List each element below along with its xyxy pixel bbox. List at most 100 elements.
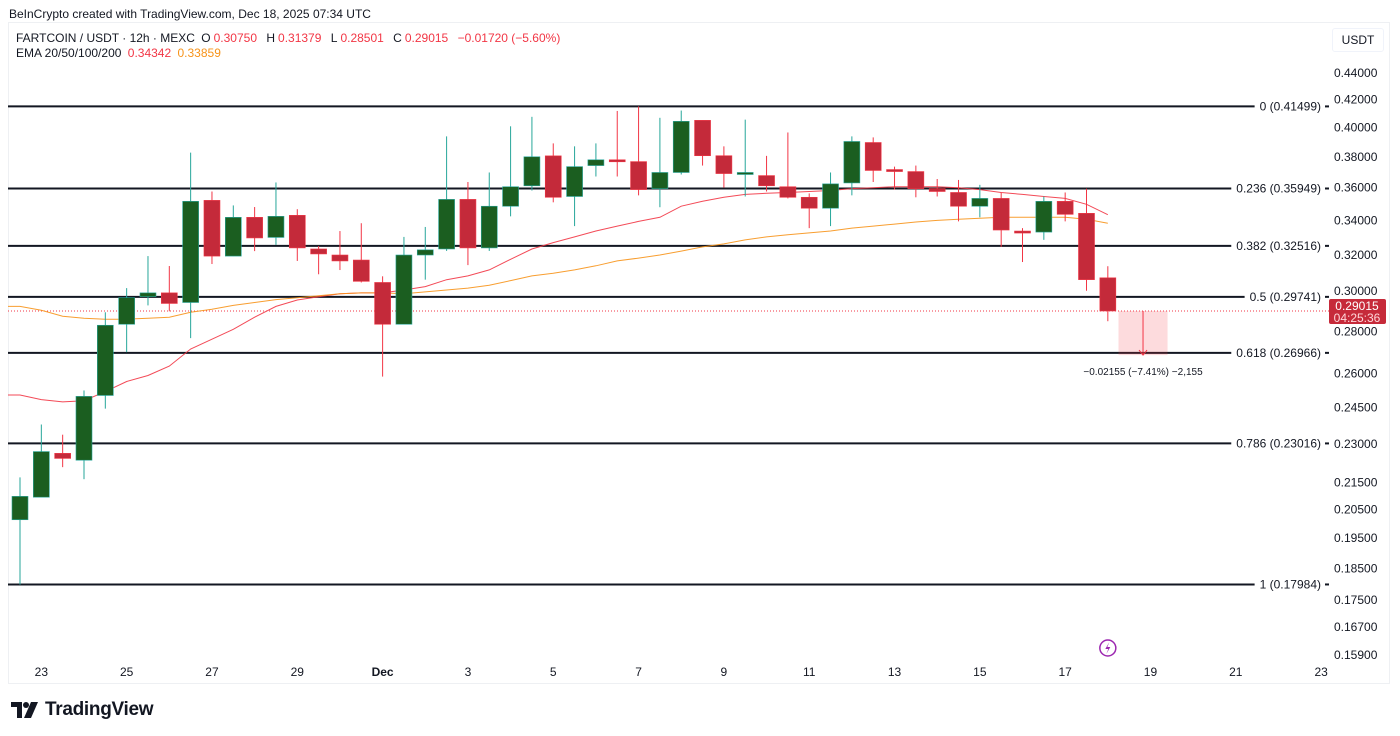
- candle-body: [267, 216, 285, 238]
- price-tick-label: 0.42000: [1334, 93, 1378, 107]
- candle-body: [800, 196, 818, 209]
- candle-body: [950, 192, 967, 207]
- candle-body: [715, 155, 733, 174]
- date-tick-label: 25: [120, 665, 134, 679]
- candle-up: [118, 288, 135, 353]
- date-tick-label: 15: [973, 665, 987, 679]
- price-tick-label: 0.21500: [1334, 475, 1378, 489]
- date-tick-label: 7: [635, 665, 642, 679]
- candle-body: [971, 198, 989, 207]
- candle-body: [374, 282, 391, 325]
- lightning-bolt-glyph: [1105, 642, 1111, 654]
- candle-body: [11, 496, 29, 521]
- price-tick-label: 0.16700: [1334, 620, 1378, 634]
- candle-body: [480, 205, 498, 249]
- candle-up: [971, 184, 989, 218]
- candle-down: [459, 181, 477, 266]
- candle-body: [331, 254, 349, 262]
- date-tick-label: 5: [550, 665, 557, 679]
- candle-body: [1014, 230, 1031, 234]
- date-tick-label: 11: [803, 665, 816, 679]
- candle-down: [1099, 266, 1117, 322]
- candle-up: [523, 116, 541, 191]
- date-tick-label: 27: [205, 665, 219, 679]
- candle-body: [1056, 201, 1074, 215]
- candle-body: [288, 215, 306, 249]
- candle-down: [950, 179, 967, 222]
- close-value: 0.29015: [404, 31, 449, 45]
- candle-down: [992, 192, 1010, 247]
- ema-label[interactable]: EMA 20/50/100/200: [16, 46, 122, 60]
- change-value: −0.01720 (−5.60%): [457, 31, 561, 45]
- last-price-box: [1329, 298, 1386, 324]
- candle-body: [118, 297, 135, 325]
- candle-body: [886, 169, 903, 172]
- candle-body: [182, 201, 199, 303]
- candle-up: [587, 143, 605, 177]
- candle-body: [587, 159, 605, 166]
- candle-down: [310, 245, 327, 275]
- candle-up: [416, 226, 434, 280]
- price-tick-label: 0.19500: [1334, 531, 1378, 545]
- date-tick-label: 17: [1058, 665, 1072, 679]
- candle-down: [864, 137, 882, 182]
- price-axis[interactable]: 0.44000 0.42000 0.40000 0.38000 0.36000 0.340…: [1334, 66, 1378, 662]
- candle-down: [331, 231, 349, 271]
- candle-body: [822, 183, 839, 209]
- candle-up: [75, 390, 93, 480]
- candle-down: [288, 209, 306, 261]
- date-tick-label: 9: [721, 665, 728, 679]
- tradingview-logo[interactable]: TradingView: [11, 699, 154, 721]
- candle-body: [651, 172, 669, 189]
- candle-down: [608, 110, 626, 177]
- candle-up: [438, 136, 455, 251]
- symbol-title[interactable]: FARTCOIN / USDT · 12h · MEXC: [16, 31, 195, 45]
- candle-down: [630, 106, 647, 196]
- fib-level-label: 0.382 (0.32516): [1236, 239, 1321, 253]
- candle-up: [480, 172, 498, 251]
- candle-body: [544, 155, 562, 198]
- candle-down: [161, 266, 178, 312]
- candle-up: [97, 312, 114, 409]
- candle-body: [1035, 201, 1053, 233]
- open-value: 0.30750: [213, 31, 257, 45]
- candle-body: [843, 141, 861, 184]
- date-tick-label: 29: [291, 665, 305, 679]
- price-tick-label: 0.28000: [1334, 324, 1378, 338]
- candle-up: [822, 172, 839, 227]
- candle-body: [672, 121, 690, 173]
- candle-down: [54, 434, 71, 468]
- fib-level-label: 0.618 (0.26966): [1236, 346, 1321, 360]
- candle-up: [843, 136, 861, 196]
- ema50-line: [8, 216, 1108, 320]
- price-tick-label: 0.20500: [1334, 503, 1378, 517]
- candles: [11, 106, 1117, 585]
- candle-up: [33, 424, 50, 498]
- candle-body: [203, 200, 221, 257]
- fib-level-label: 0.786 (0.23016): [1236, 436, 1321, 450]
- price-range-measure[interactable]: −0.02155 (−7.41%) −2,155: [1083, 310, 1203, 378]
- currency-unit-button[interactable]: USDT: [1332, 28, 1384, 52]
- date-tick-label: 23: [1314, 665, 1328, 679]
- price-tick-label: 0.23000: [1334, 437, 1378, 451]
- fib-level-label: 0 (0.41499): [1260, 99, 1321, 113]
- alert-icon[interactable]: [1099, 639, 1117, 657]
- candle-up: [395, 236, 413, 325]
- fib-level-label: 0.5 (0.29741): [1250, 290, 1321, 304]
- ema50-value: 0.33859: [177, 46, 221, 60]
- candle-up: [502, 126, 519, 217]
- date-tick-label: Dec: [372, 665, 394, 679]
- candle-body: [608, 159, 626, 163]
- candle-body: [139, 292, 157, 297]
- candle-up: [139, 256, 157, 306]
- candle-up: [672, 110, 690, 175]
- price-tick-label: 0.15900: [1334, 648, 1378, 662]
- candle-body: [438, 199, 455, 250]
- low-label: L: [330, 31, 338, 45]
- candle-body: [566, 166, 583, 197]
- time-axis[interactable]: 23 25 27 29 Dec 3 5 7 9 11 13 15 17 19 21 23: [35, 665, 1328, 679]
